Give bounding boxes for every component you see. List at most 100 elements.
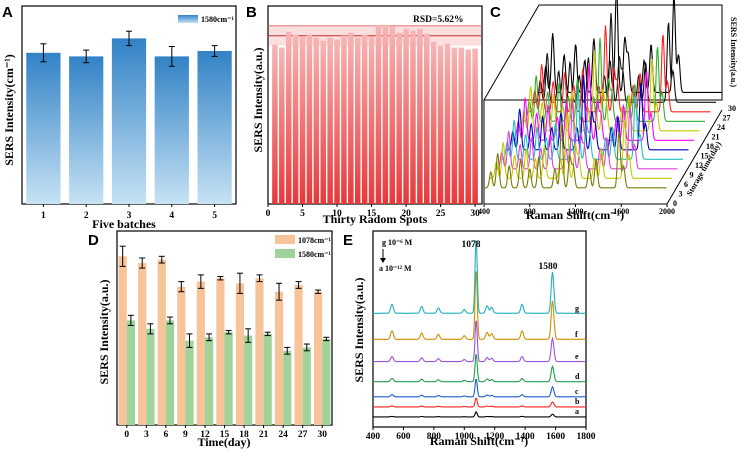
panel-e-spectrum-a <box>373 411 586 418</box>
panel-a-legend-label: 1580cm⁻¹ <box>201 15 234 24</box>
panel-b-bar-24 <box>430 41 437 204</box>
panel-a-bar-4 <box>154 56 189 205</box>
panel-d-legend-swatch-1078 <box>275 235 295 244</box>
panel-c-z-tick-label-27: 27 <box>723 114 731 123</box>
panel-b-bar-23 <box>424 33 430 204</box>
panel-d-bar-1580-day-30 <box>322 338 331 425</box>
panel-d-bar-1580-day-6 <box>165 320 175 425</box>
panel-d-bar-1078-day-6 <box>157 259 166 425</box>
panel-e-curve-label-e: e <box>575 352 579 361</box>
panel-b-bar-25 <box>437 45 444 204</box>
panel-c-spectrum-day-18 <box>517 50 700 132</box>
panel-d-x-tick-label-9: 9 <box>183 430 188 440</box>
panel-b-bar-27 <box>451 47 458 204</box>
panel-b-bar-21 <box>410 30 416 204</box>
panel-b-bar-11 <box>341 35 347 205</box>
panel-e-x-tick-label-1800: 1800 <box>577 432 596 442</box>
panel-c-z-tick-label-0: 0 <box>673 199 677 208</box>
panel-d-legend-label-1580: 1580cm⁻¹ <box>298 250 331 259</box>
panel-d-chart: 0 3 6 9 12 15 18 21 24 27 30 1078cm⁻¹ 1580cm⁻¹ Tim… <box>97 230 333 449</box>
panel-b-bar-9 <box>327 37 333 205</box>
panel-b-x-tick-label-15: 15 <box>367 209 377 219</box>
panel-d-bar-1078-day-18 <box>235 283 245 425</box>
panel-d-bar-1078-day-21 <box>255 278 264 425</box>
panel-c-z-tick-label-15: 15 <box>701 152 709 161</box>
panel-d-x-tick-label-12: 12 <box>200 430 210 440</box>
panel-d-x-tick-label-24: 24 <box>278 430 288 440</box>
panel-e-x-axis-label: Raman Shift(cm⁻¹) <box>430 434 528 448</box>
panel-c-spectrum-day-24 <box>528 25 711 113</box>
panel-d-bar-1580-day-24 <box>283 350 292 425</box>
panel-label-b: B <box>246 4 257 21</box>
panel-label-d: D <box>88 232 99 249</box>
panel-c-spectrum-day-21 <box>522 37 705 122</box>
panel-d-bar-1580-day-18 <box>244 335 253 425</box>
panel-c-z-tick-label-6: 6 <box>684 180 688 189</box>
panel-b-bar-8 <box>320 40 326 205</box>
panel-e-y-axis-label: SERS Intensity(a.u.) <box>352 277 366 382</box>
panel-b-bar-30 <box>472 48 478 204</box>
panel-b-bar-10 <box>334 39 340 204</box>
panel-b-bar-17 <box>382 24 389 205</box>
panel-e-spectrum-c <box>373 378 586 398</box>
panel-d-bar-1078-day-24 <box>274 291 284 425</box>
panel-e-curve-label-c: c <box>575 387 579 396</box>
panel-b-bar-29 <box>465 49 471 205</box>
panel-e-arrow-head <box>380 258 386 263</box>
panel-b-bar-1 <box>272 44 278 204</box>
panel-b-rsd-annotation: RSD=5.62% <box>413 15 464 25</box>
panel-c-spectrum-day-9 <box>500 87 683 160</box>
panel-a-bar-3 <box>111 38 147 205</box>
panel-c-x-tick-label-1600: 1600 <box>613 207 629 216</box>
panel-d-bar-1078-day-3 <box>138 263 147 425</box>
panel-c-spectrum-day-3 <box>489 112 672 179</box>
panel-a-legend-swatch <box>178 15 198 23</box>
panel-d-y-axis-label: SERS Intensity(a.u.) <box>97 279 111 384</box>
panel-c-z-axis <box>666 109 723 205</box>
panel-label-c: C <box>490 4 501 21</box>
panel-b-bar-13 <box>354 37 361 205</box>
panel-c-x-tick-label-2000: 2000 <box>659 207 675 216</box>
panel-d-x-tick-label-15: 15 <box>220 430 230 440</box>
panel-b-y-axis-label: SERS Intensity(a.u.) <box>251 47 265 152</box>
panel-d-bar-1078-day-15 <box>216 278 225 425</box>
panel-d-bar-1078-day-0 <box>118 256 127 425</box>
panel-c-z-tick-label-18: 18 <box>706 142 714 151</box>
panel-c-x-tick-label-1200: 1200 <box>568 207 584 216</box>
panel-b-bar-12 <box>348 32 354 205</box>
panel-b-bar-28 <box>458 47 465 204</box>
panel-d-bar-1580-day-0 <box>126 320 135 425</box>
panel-e-a-concentration: a 10⁻¹² M <box>379 264 412 273</box>
panel-b-bar-6 <box>306 34 313 205</box>
panel-e-spectrum-e <box>373 320 586 363</box>
panel-e-peak-label-1078: 1078 <box>462 240 481 250</box>
panel-b-bar-19 <box>396 32 402 205</box>
panel-e-x-tick-label-1400: 1400 <box>516 432 535 442</box>
panel-e-frame <box>372 230 587 428</box>
panel-e-curve-label-f: f <box>575 330 578 339</box>
panel-e-spectrum-g <box>373 240 586 314</box>
panel-b-bar-20 <box>403 28 409 204</box>
panel-c-z-tick-label-9: 9 <box>690 171 694 180</box>
panel-e-x-tick-label-800: 800 <box>427 432 442 442</box>
panel-label-a: A <box>2 4 13 21</box>
panel-d-x-tick-label-27: 27 <box>298 430 308 440</box>
panel-e-g-concentration: g 10⁻⁶ M <box>382 238 413 247</box>
panel-e-curve-label-b: b <box>575 397 580 406</box>
panel-e-spectrum-b <box>373 397 586 408</box>
panel-b-bar-2 <box>279 47 285 204</box>
panel-b-x-tick-label-0: 0 <box>266 209 271 219</box>
panel-c-z-tick-label-3: 3 <box>679 190 683 199</box>
panel-a-bar-1 <box>26 52 61 204</box>
panel-d-bar-1078-day-27 <box>294 284 303 425</box>
panel-a-bar-5 <box>197 51 232 204</box>
panel-b-bar-18 <box>389 26 396 205</box>
panel-d-legend-label-1078: 1078cm⁻¹ <box>298 236 331 245</box>
panel-c-spectrum-day-15 <box>511 62 694 141</box>
panel-d-bar-1580-day-21 <box>263 333 272 425</box>
panel-b-x-tick-label-10: 10 <box>332 209 342 219</box>
panel-a-x-tick-label-1: 1 <box>41 211 46 221</box>
panel-c-z-tick-label-21: 21 <box>712 133 720 142</box>
